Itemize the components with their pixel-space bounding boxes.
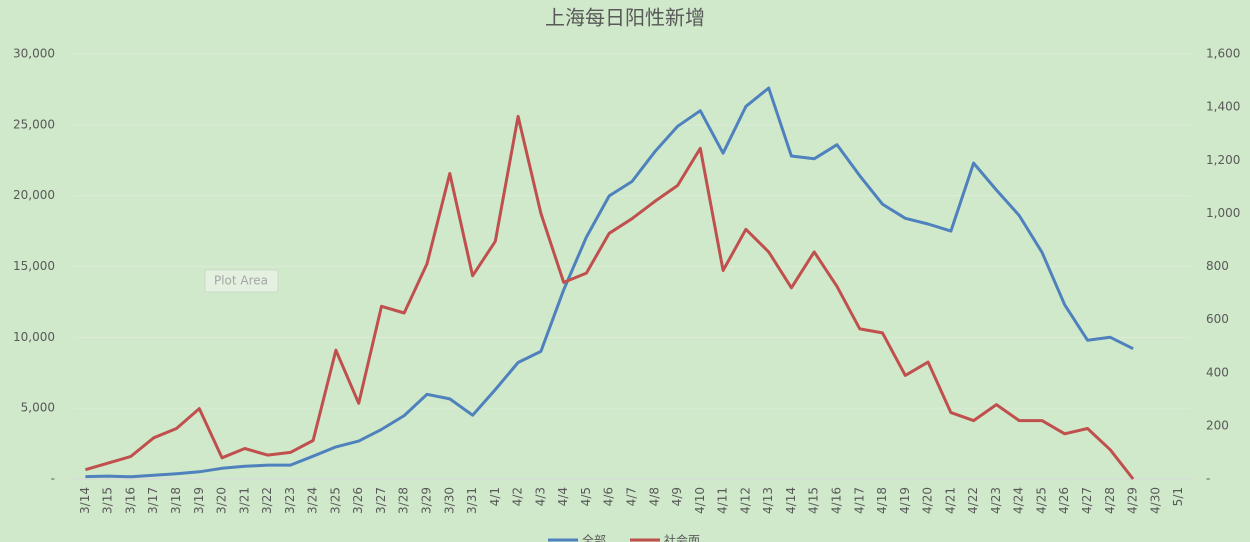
x-tick-label: 4/27: [1080, 487, 1094, 514]
y-tick-label: 30,000: [13, 47, 55, 61]
x-tick-label: 4/26: [1057, 487, 1071, 514]
y2-tick-label: 400: [1206, 365, 1229, 379]
y-tick-label: 15,000: [13, 259, 55, 273]
x-tick-label: 5/1: [1171, 487, 1185, 506]
y2-tick-label: -: [1206, 472, 1210, 486]
x-tick-label: 4/7: [625, 487, 639, 506]
x-tick-label: 4/25: [1034, 487, 1048, 514]
x-tick-label: 3/29: [420, 487, 434, 514]
tooltip: Plot Area: [204, 269, 279, 293]
x-tick-label: 4/6: [602, 487, 616, 506]
x-tick-label: 4/5: [579, 487, 593, 506]
x-tick-label: 4/3: [533, 487, 547, 506]
x-tick-label: 4/21: [943, 487, 957, 514]
x-tick-label: 4/19: [898, 487, 912, 514]
y-tick-label: 25,000: [13, 117, 55, 131]
x-tick-label: 3/25: [328, 487, 342, 514]
x-tick-label: 3/28: [397, 487, 411, 514]
tooltip-box: [204, 269, 279, 293]
x-tick-label: 4/20: [921, 487, 935, 514]
x-tick-label: 4/28: [1103, 487, 1117, 514]
x-tick-label: 4/29: [1126, 487, 1140, 514]
x-tick-label: 4/13: [761, 487, 775, 514]
x-tick-label: 3/26: [351, 487, 365, 514]
x-tick-label: 3/27: [374, 487, 388, 514]
x-tick-label: 4/23: [989, 487, 1003, 514]
x-tick-label: 4/17: [852, 487, 866, 514]
x-tick-label: 4/2: [511, 487, 525, 506]
y2-tick-label: 1,200: [1206, 153, 1240, 167]
series-line: [85, 86, 1134, 479]
x-tick-label: 4/16: [829, 487, 843, 514]
legend-label: 社会面: [664, 533, 700, 542]
y-tick-label: -: [51, 472, 55, 486]
y2-tick-label: 1,000: [1206, 206, 1240, 220]
x-tick-label: 3/18: [169, 487, 183, 514]
x-tick-label: 3/31: [465, 487, 479, 514]
tooltip-text: Plot Area: [214, 274, 268, 288]
y2-tick-label: 1,400: [1206, 100, 1240, 114]
y-tick-label: 20,000: [13, 188, 55, 202]
y2-tick-label: 600: [1206, 312, 1229, 326]
x-tick-label: 3/17: [146, 487, 160, 514]
x-tick-label: 3/22: [260, 487, 274, 514]
x-tick-label: 4/18: [875, 487, 889, 514]
x-tick-label: 4/15: [807, 487, 821, 514]
x-tick-label: 3/23: [283, 487, 297, 514]
chart-title: 上海每日阳性新增: [545, 6, 705, 30]
x-tick-label: 4/12: [738, 487, 752, 514]
x-tick-label: 3/21: [237, 487, 251, 514]
x-tick-label: 4/8: [647, 487, 661, 506]
x-tick-label: 4/1: [488, 487, 502, 506]
x-tick-label: 3/30: [442, 487, 456, 514]
y-tick-label: 10,000: [13, 330, 55, 344]
x-tick-label: 3/20: [215, 487, 229, 514]
x-tick-label: 3/16: [123, 487, 137, 514]
x-tick-label: 4/24: [1012, 487, 1026, 514]
x-tick-label: 3/19: [192, 487, 206, 514]
x-tick-label: 3/14: [78, 487, 92, 514]
y2-tick-label: 800: [1206, 259, 1229, 273]
legend-label: 全部: [582, 533, 606, 542]
y2-tick-label: 1,600: [1206, 47, 1240, 61]
x-tick-label: 4/22: [966, 487, 980, 514]
x-tick-label: 4/9: [670, 487, 684, 506]
x-tick-label: 3/15: [101, 487, 115, 514]
y2-tick-label: 200: [1206, 418, 1229, 432]
x-tick-label: 4/14: [784, 487, 798, 514]
series-line: [84, 114, 1135, 480]
x-tick-label: 3/24: [306, 487, 320, 514]
x-tick-label: 4/4: [556, 487, 570, 506]
x-tick-label: 4/30: [1148, 487, 1162, 514]
x-tick-label: 4/11: [716, 487, 730, 514]
y-tick-label: 5,000: [21, 401, 55, 415]
x-tick-label: 4/10: [693, 487, 707, 514]
